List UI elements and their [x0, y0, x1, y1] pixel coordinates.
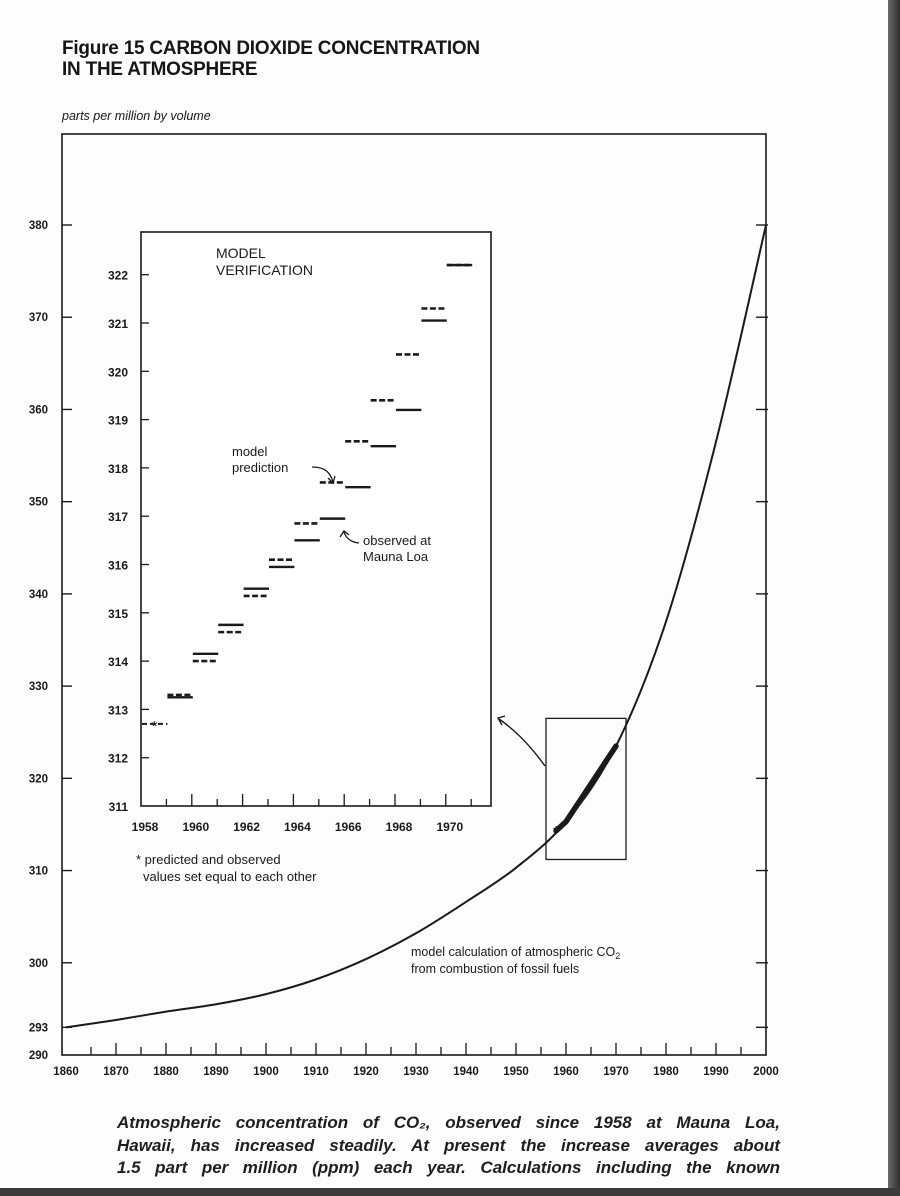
prediction-arrow — [311, 466, 334, 483]
main-chart: 290 293 300 310 320 330 340 350 360 370 380 1860 187… — [29, 133, 779, 1078]
x-tick-label: 1900 — [253, 1066, 279, 1078]
inset-y-tick-label: 313 — [108, 703, 128, 717]
inset-x-tick-label: 1966 — [335, 820, 362, 834]
x-tick-label: 1960 — [553, 1066, 579, 1078]
prediction-arrowhead-icon — [327, 475, 336, 485]
inset-y-tick-label: 321 — [108, 317, 128, 331]
y-tick-label: 310 — [29, 866, 48, 878]
x-tick-label: 1990 — [703, 1066, 729, 1078]
y-tick-label: 360 — [29, 404, 48, 416]
inset-y-tick-label: 314 — [108, 655, 128, 669]
x-tick-label: 1950 — [503, 1066, 529, 1078]
x-tick-label: 1920 — [353, 1066, 379, 1078]
zoom-arrow — [498, 718, 546, 767]
y-tick-label: 340 — [29, 589, 48, 601]
y-tick-label: 330 — [29, 681, 48, 693]
y-tick-label: 290 — [29, 1050, 48, 1062]
footnote-line1: * predicted and observed — [136, 852, 281, 867]
inset-plot-frame — [140, 231, 492, 807]
caption-line: Hawaii, has increased steadily. At prese… — [117, 1135, 780, 1155]
inset-y-tick-label: 322 — [108, 269, 128, 283]
x-tick-label: 2000 — [753, 1066, 779, 1078]
footnote-line2: values set equal to each other — [143, 869, 317, 884]
inset-chart: 311 312 313 314 315 316 317 318 319 320 321 322 1958… — [108, 231, 492, 834]
curve-label-text: model calculation of atmospheric CO — [411, 945, 616, 959]
zoom-arrowhead-icon — [496, 715, 506, 726]
x-tick-label: 1930 — [403, 1066, 429, 1078]
zoom-highlight-box — [545, 717, 627, 861]
inset-x-tick-label: 1968 — [386, 820, 413, 834]
inset-x-tick-label: 1970 — [436, 820, 463, 834]
inset-x-tick-label: 1960 — [182, 820, 209, 834]
observed-arrowhead-icon — [339, 530, 350, 538]
figure-title-line2: IN THE ATMOSPHERE — [62, 58, 258, 80]
x-tick-label: 1880 — [153, 1066, 179, 1078]
observed-label-line1: observed at — [363, 533, 431, 548]
y-axis-unit-label: parts per million by volume — [62, 109, 211, 123]
inset-y-tick-label: 320 — [108, 365, 128, 379]
caption-line: 1.5 part per million (ppm) each year. Ca… — [117, 1158, 780, 1177]
inset-title-line2: VERIFICATION — [216, 262, 313, 278]
x-tick-label: 1890 — [203, 1066, 229, 1078]
y-tick-label: 320 — [29, 773, 48, 785]
y-tick-label: 370 — [29, 312, 48, 324]
viewer-edge-right — [888, 0, 900, 1196]
x-tick-label: 1940 — [453, 1066, 479, 1078]
y-tick-label: 293 — [29, 1022, 48, 1034]
figure-title: Figure 15 CARBON DIOXIDE CONCENTRATION I… — [62, 38, 480, 80]
caption-line: Atmospheric concentration of CO₂, observ… — [117, 1113, 780, 1132]
inset-y-tick-label: 318 — [108, 462, 128, 476]
observed-label-line2: Mauna Loa — [363, 549, 429, 564]
inset-y-tick-label: 319 — [108, 414, 128, 428]
inset-x-tick-label: 1958 — [132, 820, 159, 834]
model-curve-line — [65, 224, 767, 1029]
prediction-label-line1: model — [232, 444, 268, 459]
x-tick-label: 1970 — [603, 1066, 629, 1078]
start-point-asterisk-icon: * — [553, 824, 559, 841]
x-tick-label: 1870 — [103, 1066, 129, 1078]
curve-label-line1: model calculation of atmospheric CO2 — [411, 945, 620, 961]
y-tick-label: 300 — [29, 958, 48, 970]
curve-label-line2: from combustion of fossil fuels — [411, 962, 579, 976]
prediction-label-line2: prediction — [232, 460, 288, 475]
inset-y-tick-label: 315 — [108, 607, 128, 621]
equal-point-asterisk-icon: * — [152, 718, 158, 735]
curve-label-subscript: 2 — [615, 951, 620, 961]
inset-x-tick-label: 1962 — [233, 820, 260, 834]
inset-y-tick-label: 312 — [108, 752, 128, 766]
x-tick-label: 1860 — [53, 1066, 79, 1078]
x-tick-label: 1980 — [653, 1066, 679, 1078]
inset-y-tick-label: 317 — [108, 510, 128, 524]
observed-arrow — [343, 531, 360, 544]
figure-caption: Atmospheric concentration of CO₂, observ… — [117, 1112, 780, 1180]
inset-title-line1: MODEL — [216, 245, 266, 261]
observed-mauna-loa-segment — [553, 743, 619, 834]
y-tick-label: 380 — [29, 220, 48, 232]
y-tick-label: 350 — [29, 497, 48, 509]
viewer-edge-bottom — [0, 1188, 900, 1196]
inset-x-tick-label: 1964 — [284, 820, 311, 834]
inset-y-tick-label: 311 — [109, 800, 129, 814]
figure-title-line1: Figure 15 CARBON DIOXIDE CONCENTRATION — [62, 37, 480, 59]
x-tick-label: 1910 — [303, 1066, 329, 1078]
inset-y-tick-label: 316 — [108, 559, 128, 573]
